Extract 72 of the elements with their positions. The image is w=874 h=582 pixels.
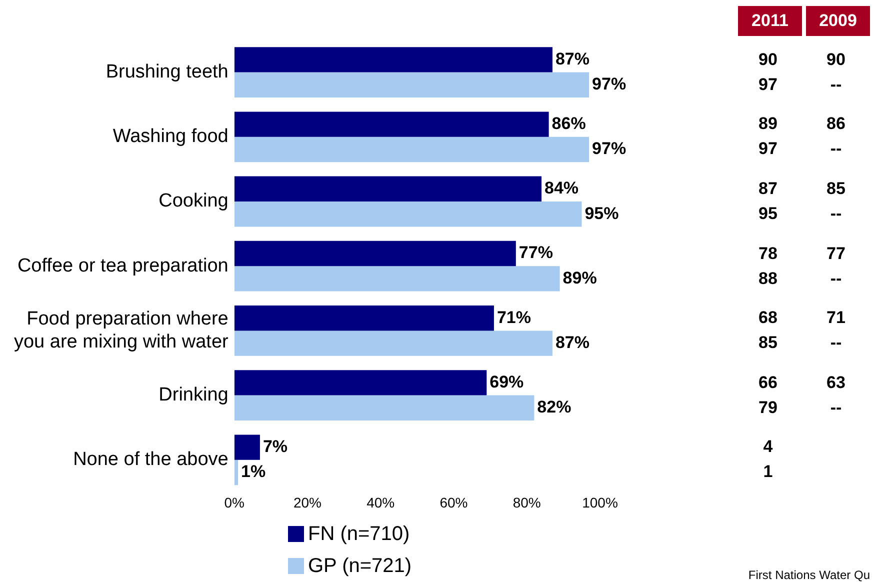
text: 90 (826, 50, 846, 69)
text: 77 (826, 244, 846, 262)
data-label: 77% (518, 243, 553, 262)
y-tick-label: Washing food (112, 126, 228, 148)
category-label: 2009 (806, 6, 870, 36)
text: 87 (758, 178, 778, 198)
x-tick-label: 0% (224, 494, 244, 510)
data-label: 82% (537, 398, 572, 417)
bar (234, 460, 238, 486)
x-tick-label: 60% (440, 494, 468, 510)
bar (234, 136, 590, 162)
text: 4 (763, 437, 773, 456)
data-label: 71% (496, 308, 531, 327)
text: 68 (758, 308, 778, 328)
bar (234, 434, 260, 460)
data-label: 89% (562, 268, 597, 288)
data-label: 97% (592, 74, 626, 94)
x-tick-label: 100% (582, 494, 618, 510)
y-tick-label: Brushing teeth (106, 62, 228, 83)
text: 78 (758, 244, 778, 262)
y-tick-label: Drinking (158, 384, 228, 406)
text: 89 (758, 114, 778, 134)
text: 95 (758, 204, 778, 224)
text: 85 (826, 178, 846, 198)
text: 90 (758, 50, 778, 69)
data-label: 87% (555, 332, 590, 352)
data-label: 86% (552, 114, 586, 133)
bar (234, 72, 590, 98)
text: 1 (763, 462, 773, 482)
bar (234, 395, 534, 420)
text: 66 (758, 372, 778, 392)
category-label: 2011 (738, 6, 802, 36)
y-tick-label: Cooking (158, 190, 228, 212)
text: 63 (826, 372, 846, 392)
text: 97 (758, 139, 778, 158)
bar (234, 266, 560, 292)
data-label: 97% (592, 139, 626, 158)
text: -- (830, 333, 842, 352)
text: 86 (826, 114, 846, 134)
text: -- (830, 204, 842, 224)
x-tick-label: 80% (512, 494, 541, 510)
text: First Nations Water Qu (748, 568, 870, 582)
y-tick-label: None of the above (73, 449, 228, 470)
text: 97 (758, 74, 778, 94)
data-label: 95% (584, 204, 619, 223)
bar (234, 370, 487, 396)
bar (234, 47, 552, 72)
text: -- (830, 398, 842, 417)
data-label: 84% (544, 178, 579, 198)
bar (234, 176, 542, 202)
text: 88 (758, 268, 778, 288)
bar (234, 240, 516, 266)
bar (234, 306, 494, 331)
data-label: 1% (241, 462, 266, 482)
text: -- (830, 268, 842, 288)
bar (234, 112, 549, 137)
data-label: 87% (555, 49, 590, 68)
x-tick-label: 40% (366, 494, 395, 510)
legend-label: GP (n=721) (308, 554, 412, 578)
x-tick-label: 20% (293, 494, 322, 510)
text: 71 (826, 308, 846, 328)
bar (234, 330, 552, 356)
y-tick-label: Coffee or tea preparation (17, 255, 228, 276)
text: -- (830, 74, 842, 94)
text: 85 (758, 333, 778, 352)
text: 79 (758, 398, 778, 417)
text: -- (830, 139, 842, 158)
bar (234, 202, 582, 227)
data-label: 7% (262, 436, 288, 456)
data-label: 69% (490, 372, 524, 392)
y-tick-label: Food preparation where you are mixing with water (14, 308, 230, 352)
legend-label: FN (n=710) (308, 522, 410, 546)
